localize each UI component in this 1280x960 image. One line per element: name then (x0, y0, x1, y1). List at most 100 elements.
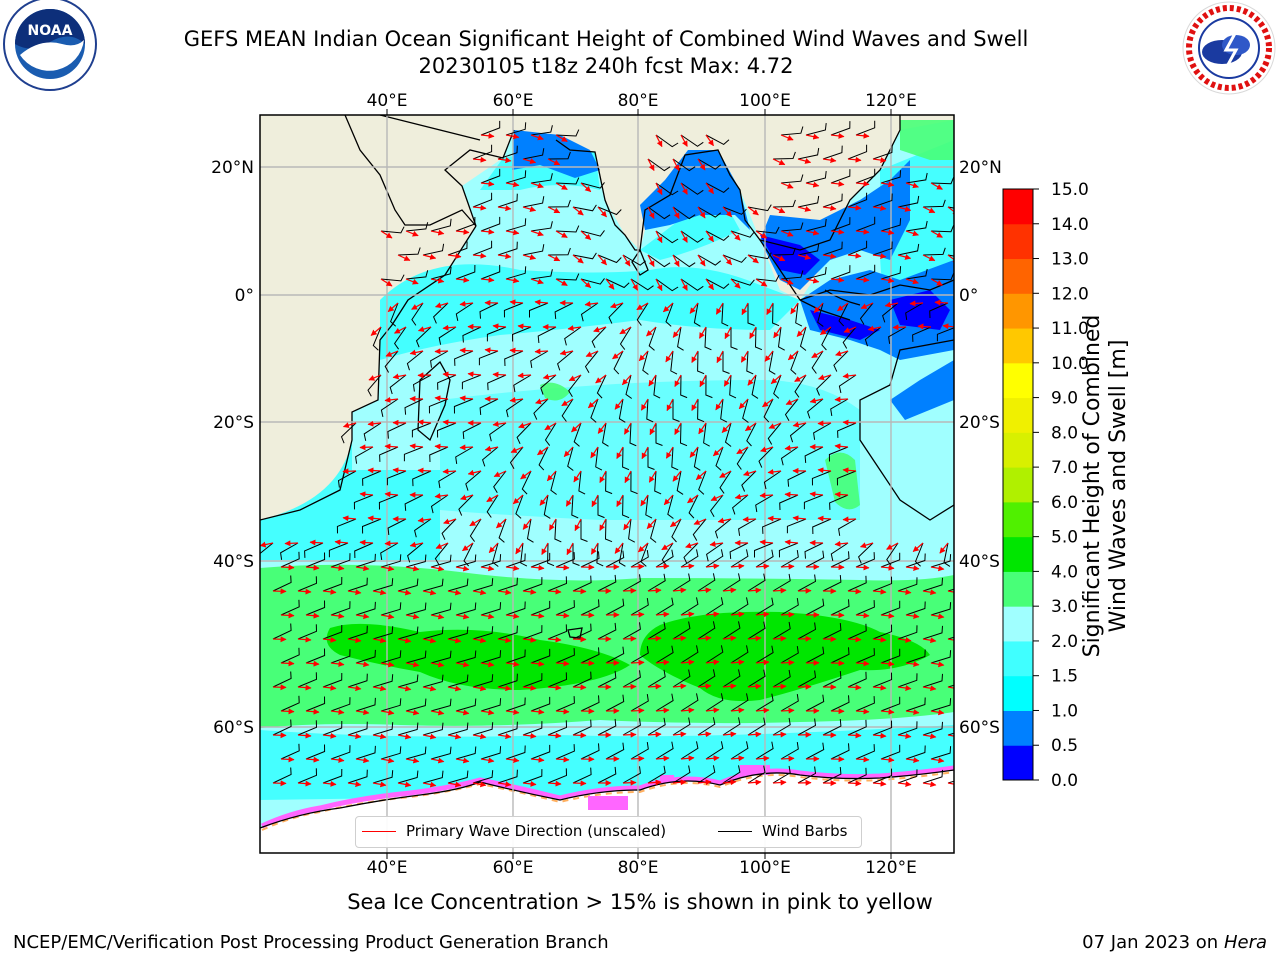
x-tick-top-120e: 120°E (865, 91, 917, 111)
wave-arrow (905, 661, 920, 668)
wave-arrow (855, 180, 870, 187)
wind-barb (822, 193, 843, 208)
wave-arrow (947, 590, 954, 593)
wave-arrow (759, 492, 774, 499)
wind-barb (393, 326, 407, 350)
wind-barb (704, 326, 712, 351)
wind-barb (472, 674, 494, 688)
wind-legend-swatch (718, 831, 752, 832)
wave-arrow (467, 469, 482, 476)
chart-subtitle-run: 20230105 t18z 240h fcst Max: 4.72 (418, 54, 794, 78)
wind-barb (580, 519, 588, 542)
wave-arrow (705, 278, 714, 291)
wave-arrow (655, 707, 670, 714)
wind-barb (397, 578, 419, 592)
wave-arrow (780, 611, 795, 618)
wind-barb (455, 216, 476, 232)
wind-barb (447, 578, 469, 592)
wave-arrow (922, 733, 937, 740)
wave-arrow (488, 542, 499, 554)
wave-arrow (280, 708, 295, 715)
wind-barb (397, 626, 419, 640)
wave-arrow (590, 542, 599, 555)
wave-arrow (680, 707, 695, 714)
wave-arrow (755, 755, 770, 762)
wind-barb (447, 674, 469, 688)
wind-barb (622, 254, 647, 266)
wind-barb (680, 741, 699, 760)
wind-barb (813, 422, 832, 440)
wind-barb (521, 470, 532, 495)
wind-barb (455, 602, 477, 616)
wave-arrow (947, 638, 954, 641)
colorbar-tick-label: 1.0 (1051, 701, 1078, 721)
wave-arrow (939, 542, 949, 554)
wave-arrow (480, 757, 495, 764)
wind-barb (597, 495, 605, 519)
wave-arrow (797, 158, 812, 164)
wind-barb (530, 350, 549, 368)
wind-barb (347, 769, 368, 784)
wave-arrow (630, 278, 639, 291)
wave-arrow (747, 683, 762, 690)
wave-arrow (772, 158, 786, 166)
wind-barb (872, 193, 893, 208)
wind-barb (647, 573, 666, 592)
wind-barb (805, 123, 827, 136)
wave-arrow (794, 374, 807, 382)
wave-arrow (472, 637, 487, 644)
wind-barb (605, 598, 625, 616)
wind-barb (799, 326, 807, 351)
footer-host: Hera (1223, 932, 1267, 953)
wind-barbs (260, 120, 979, 784)
wave-arrow (505, 181, 520, 188)
wave-arrow (722, 635, 737, 642)
wind-barb (822, 719, 842, 736)
wind-barb (503, 302, 524, 318)
wind-barb (772, 765, 791, 784)
wind-barb (397, 770, 419, 784)
wave-arrow (947, 782, 954, 785)
wind-barb (380, 274, 405, 282)
wind-barb (363, 422, 382, 441)
wind-barb (880, 600, 901, 616)
wind-barb (567, 446, 574, 471)
wave-arrow (930, 182, 943, 190)
wave-arrow (809, 491, 824, 498)
wave-arrow (697, 779, 712, 786)
wave-arrow (843, 326, 857, 333)
wave-arrow (897, 206, 912, 212)
wave-arrow (630, 707, 645, 714)
wave-arrow (548, 518, 557, 531)
wave-arrow (405, 565, 420, 572)
wave-arrow (835, 350, 849, 357)
wind-barb (929, 302, 949, 319)
wind-barb (956, 230, 979, 236)
wave-arrow (722, 779, 737, 786)
wave-arrow (760, 446, 774, 453)
wave-arrow (434, 443, 449, 450)
wind-barb (811, 350, 824, 374)
wave-arrow (559, 349, 574, 356)
wind-barb (572, 543, 580, 566)
wind-barb (847, 575, 867, 592)
wind-barb (722, 254, 747, 263)
wave-arrow (297, 684, 312, 691)
wind-barb (730, 693, 749, 712)
wave-arrow (880, 708, 895, 715)
wind-barb (676, 470, 684, 495)
wave-arrow (580, 278, 592, 289)
x-tick-top-100e: 100°E (739, 91, 791, 111)
wind-barb (455, 264, 476, 280)
wave-arrow (397, 781, 412, 788)
wind-barb (672, 158, 696, 172)
wind-barb (772, 717, 791, 736)
wind-barb (872, 672, 893, 688)
wind-barb (830, 551, 850, 568)
wave-arrow (647, 206, 655, 220)
wave-arrow (738, 398, 749, 410)
wave-arrow (455, 661, 470, 668)
wave-arrow (780, 563, 795, 570)
wind-barb (872, 624, 893, 640)
wind-barb (672, 669, 691, 688)
